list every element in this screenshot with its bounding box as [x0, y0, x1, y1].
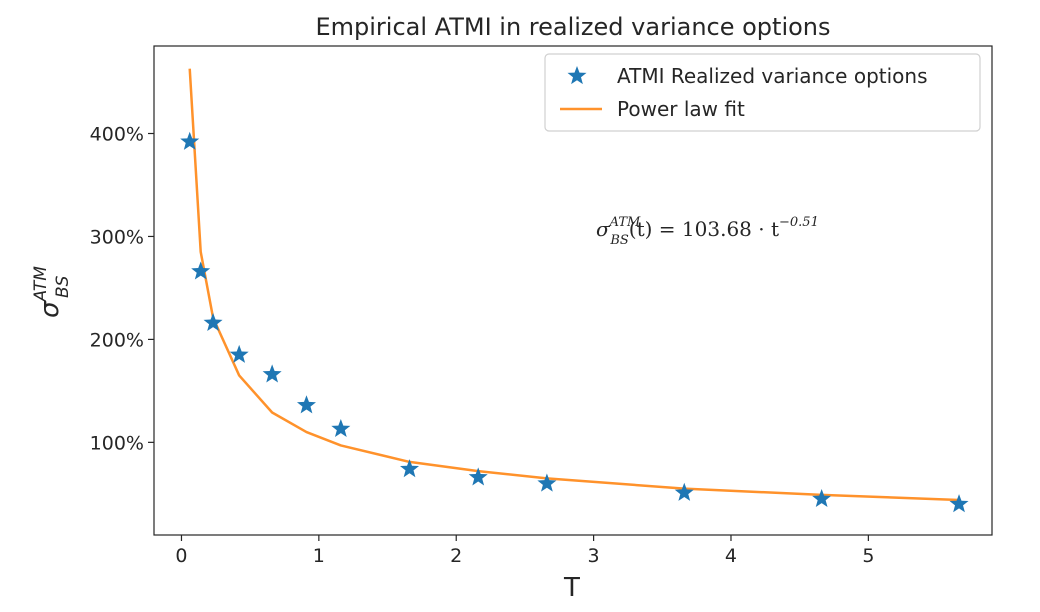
x-tick-label-0: 0 [175, 545, 187, 567]
y-tick-label-400%: 400% [90, 124, 144, 146]
plot-frame [153, 45, 993, 536]
y-axis-label-sub: BS [53, 275, 73, 298]
annotation-sup: ATM [609, 215, 641, 230]
x-axis-label: T [563, 573, 580, 603]
data-point-star [674, 482, 694, 501]
data-point-star [331, 418, 351, 438]
data-point-star [812, 488, 832, 508]
chart-title: Empirical ATMI in realized variance opti… [315, 13, 830, 41]
data-point-star [191, 261, 211, 280]
legend-star-marker [567, 66, 587, 85]
legend: ATMI Realized variance options Power law… [544, 53, 981, 132]
y-axis-label-sup: ATM [31, 266, 51, 303]
data-point-star [537, 473, 557, 492]
annotation-exp: −0.51 [779, 215, 819, 230]
data-point-star [400, 459, 420, 478]
legend-label-scatter: ATMI Realized variance options [617, 64, 928, 88]
data-point-star [296, 395, 316, 414]
x-tick-label-2: 2 [450, 545, 462, 567]
data-point-star [229, 344, 249, 363]
x-tick-label-5: 5 [862, 545, 874, 567]
annotation-arg: (t) = 103.68 · t [629, 217, 779, 241]
y-axis-label: σATM BS [31, 266, 73, 318]
annotation-sub: BS [609, 233, 629, 248]
y-axis-label-base: σ [35, 300, 65, 318]
annotation-base: σ [596, 217, 611, 241]
data-point-star [203, 312, 223, 332]
fit-annotation: σATM BS(t) = 103.68 · t−0.51 [596, 215, 819, 248]
data-point-star [949, 494, 969, 513]
data-point-star [262, 364, 282, 383]
legend-label-line: Power law fit [617, 97, 745, 121]
y-tick-label-200%: 200% [90, 329, 144, 351]
x-tick-label-3: 3 [588, 545, 600, 567]
y-tick-label-300%: 300% [90, 226, 144, 248]
legend-box [544, 53, 981, 132]
data-point-star [468, 467, 488, 486]
data-point-star [180, 131, 200, 150]
y-tick-label-100%: 100% [90, 432, 144, 454]
x-tick-label-1: 1 [313, 545, 325, 567]
x-tick-label-4: 4 [725, 545, 737, 567]
